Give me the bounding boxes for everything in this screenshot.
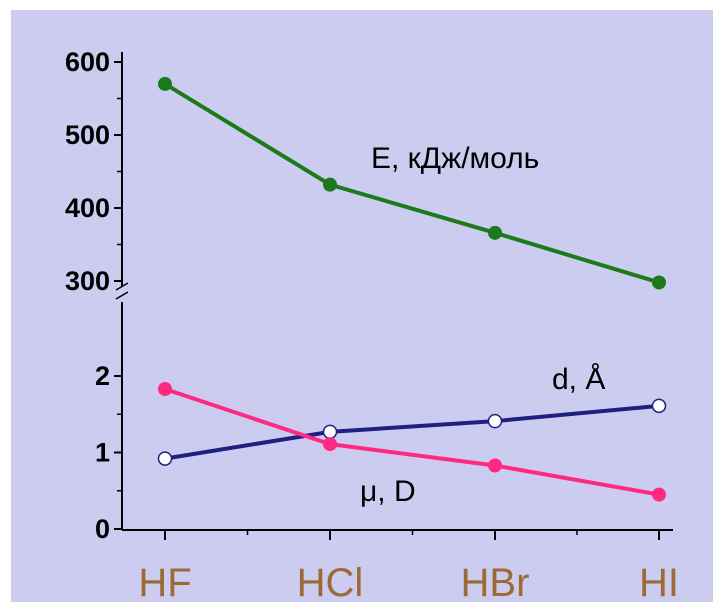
x-tick-label-hbr: HBr — [461, 561, 530, 602]
labels: 300 400 500 600 0 1 2 HF HCl HBr HI E, кДж/моль d, Å… — [65, 47, 679, 605]
series-line-dipole — [164, 387, 660, 497]
data-point-bond-length-hcl — [322, 424, 338, 440]
y-tick-label: 2 — [95, 361, 110, 391]
y-tick-label: 300 — [65, 266, 110, 296]
series-label-energy: E, кДж/моль — [371, 142, 539, 175]
data-point-dipole-hf — [158, 382, 172, 397]
series-line-bond-length — [164, 403, 660, 461]
y-ticks — [114, 61, 660, 540]
data-point-bond-length-hi — [651, 398, 667, 414]
axes — [115, 52, 673, 531]
series-label-dipole: μ, D — [360, 475, 416, 508]
series-group — [157, 76, 667, 502]
data-point-bond-length-hbr — [487, 413, 503, 429]
series-line-energy — [163, 82, 660, 285]
y-tick-label: 0 — [95, 514, 110, 544]
x-tick-label-hi: HI — [639, 561, 679, 602]
chart-background — [11, 10, 713, 602]
y-tick-label: 600 — [65, 47, 110, 77]
data-point-dipole-hbr — [488, 458, 502, 473]
data-point-energy-hcl — [323, 177, 337, 192]
chart-panel: 300 400 500 600 0 1 2 HF HCl HBr HI E, кДж/моль d, Å… — [11, 10, 713, 605]
axis-break-mark — [115, 291, 129, 300]
x-tick-label-hcl: HCl — [297, 561, 364, 602]
x-tick-label-hf: HF — [138, 561, 191, 602]
line-chart: 300 400 500 600 0 1 2 HF HCl HBr HI E, кДж/моль d, Å… — [11, 10, 713, 605]
data-point-bond-length-hf — [157, 451, 173, 466]
y-tick-label: 1 — [95, 438, 110, 468]
y-tick-label: 500 — [65, 120, 110, 150]
axis-break-mark — [115, 282, 129, 291]
data-point-energy-hf — [158, 76, 172, 91]
data-point-dipole-hi — [652, 487, 666, 502]
y-tick-label: 400 — [65, 193, 110, 223]
data-point-energy-hi — [652, 275, 666, 290]
series-label-bond-length: d, Å — [552, 363, 605, 396]
data-point-dipole-hcl — [323, 437, 337, 452]
data-point-energy-hbr — [488, 225, 502, 240]
